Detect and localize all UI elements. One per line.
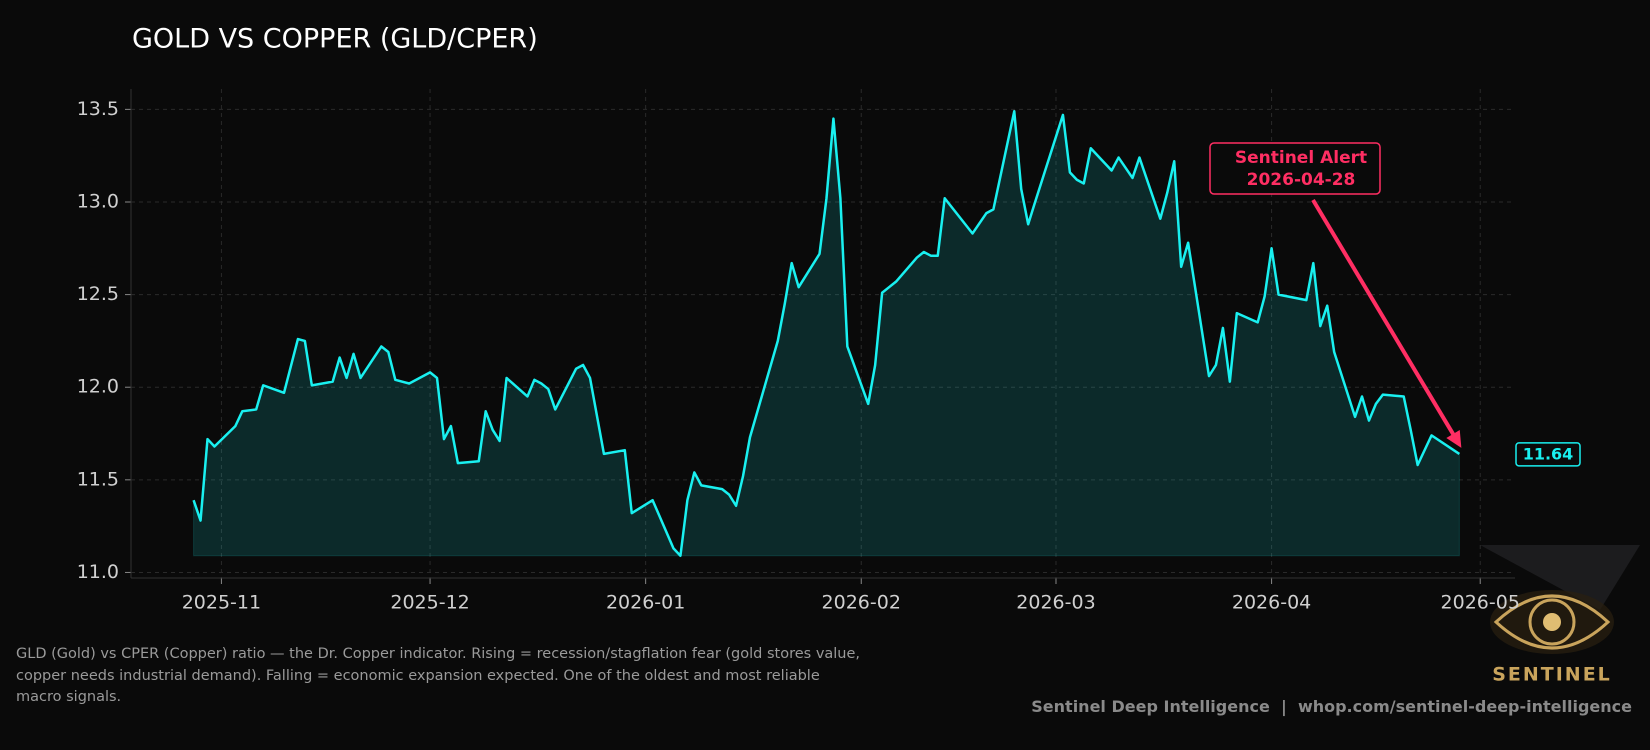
x-tick-label: 2025-12 [390,592,469,614]
logo-iris [1528,598,1576,646]
x-tick-label: 2026-05 [1441,592,1520,614]
annotation-text: 2026-04-28 [1247,170,1356,190]
y-tick-label: 11.0 [77,561,119,583]
chart-title: GOLD VS COPPER (GLD/CPER) [132,24,538,55]
footer: Sentinel Deep Intelligence | whop.com/se… [1031,697,1632,716]
x-tick-label: 2026-02 [822,592,901,614]
annotation-arrowhead [1446,429,1462,448]
y-tick-label: 11.5 [77,468,119,490]
x-tick-label: 2025-11 [182,592,261,614]
line [192,109,1461,558]
x-tick-label: 2026-01 [606,592,685,614]
logo: SENTINEL [1480,545,1640,686]
y-tick-label: 12.5 [77,283,119,305]
logo-pupil [1543,613,1561,631]
value-label: 11.64 [1523,444,1574,463]
logo-eye [1493,594,1611,650]
y-tick-label: 13.0 [77,190,119,212]
value-badge [1515,442,1581,467]
description: GLD (Gold) vs CPER (Copper) ratio — the … [16,646,861,705]
logo-text: SENTINEL [1492,664,1612,686]
annotation-text: Sentinel Alert [1235,148,1367,168]
y-tick-label: 13.5 [77,98,119,120]
annotation-arrow [1311,198,1457,439]
x-tick-label: 2026-03 [1016,592,1095,614]
y-tick-label: 12.0 [77,376,119,398]
annotation-box [1209,142,1381,195]
logo-shape [1480,545,1640,610]
x-tick-label: 2026-04 [1232,592,1311,614]
